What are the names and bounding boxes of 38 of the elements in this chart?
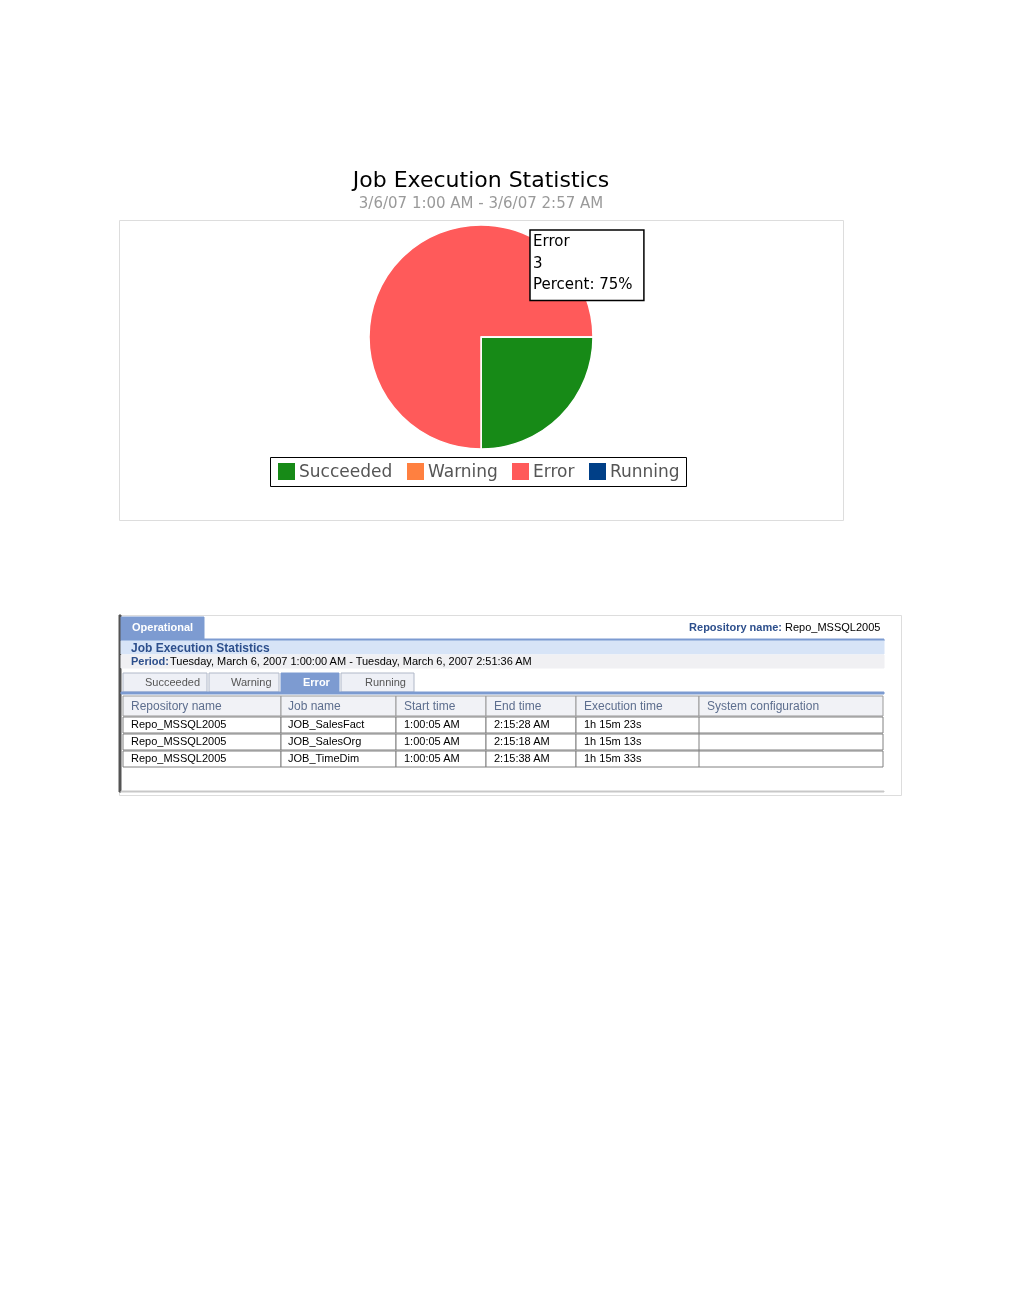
text: Repo_MSSQL2005 bbox=[131, 735, 227, 747]
text: Job Execution Statistics bbox=[131, 641, 271, 655]
chart-subtitle: 3/6/07 1:00 AM - 3/6/07 2:57 AM bbox=[358, 194, 604, 212]
legend-label: Warning bbox=[428, 460, 498, 481]
text: Error bbox=[303, 676, 331, 688]
text: System configuration bbox=[707, 699, 820, 713]
text: Warning bbox=[231, 676, 272, 688]
text: End time bbox=[494, 699, 542, 713]
text: Running bbox=[365, 676, 406, 688]
legend-label: Succeeded bbox=[299, 460, 393, 481]
text: Tuesday, March 6, 2007 1:00:00 AM - Tuesday, March 6, 2007 2:51:36 AM bbox=[170, 655, 532, 667]
text: Operational bbox=[132, 621, 194, 633]
text: 1:00:05 AM bbox=[404, 752, 460, 764]
text: 2:15:28 AM bbox=[494, 718, 550, 730]
text: 2:15:38 AM bbox=[494, 752, 550, 764]
text: Start time bbox=[404, 699, 456, 713]
text: Execution time bbox=[584, 699, 664, 713]
text: Repo_MSSQL2005 bbox=[131, 718, 227, 730]
text: Repository name: bbox=[689, 621, 782, 633]
legend-label: Error bbox=[533, 460, 575, 481]
text: 1h 15m 13s bbox=[584, 735, 642, 747]
text: 1h 15m 23s bbox=[584, 718, 642, 730]
text: 2:15:18 AM bbox=[494, 735, 550, 747]
chart-title: Job Execution Statistics bbox=[350, 167, 610, 192]
text: 1:00:05 AM bbox=[404, 718, 460, 730]
text: JOB_SalesOrg bbox=[288, 735, 362, 747]
text: 1h 15m 33s bbox=[584, 752, 642, 764]
text: Error 3 Percent: 75% bbox=[533, 232, 633, 293]
text: Job name bbox=[288, 699, 342, 713]
text: Succeeded bbox=[145, 676, 201, 688]
text: Repository name bbox=[131, 699, 223, 713]
text: Repo_MSSQL2005 bbox=[785, 621, 881, 633]
text: JOB_SalesFact bbox=[288, 718, 365, 730]
text: Repo_MSSQL2005 bbox=[131, 752, 227, 764]
legend-label: Running bbox=[610, 460, 680, 481]
text: JOB_TimeDim bbox=[288, 752, 360, 764]
text: Period: bbox=[131, 655, 169, 667]
text: 1:00:05 AM bbox=[404, 735, 460, 747]
